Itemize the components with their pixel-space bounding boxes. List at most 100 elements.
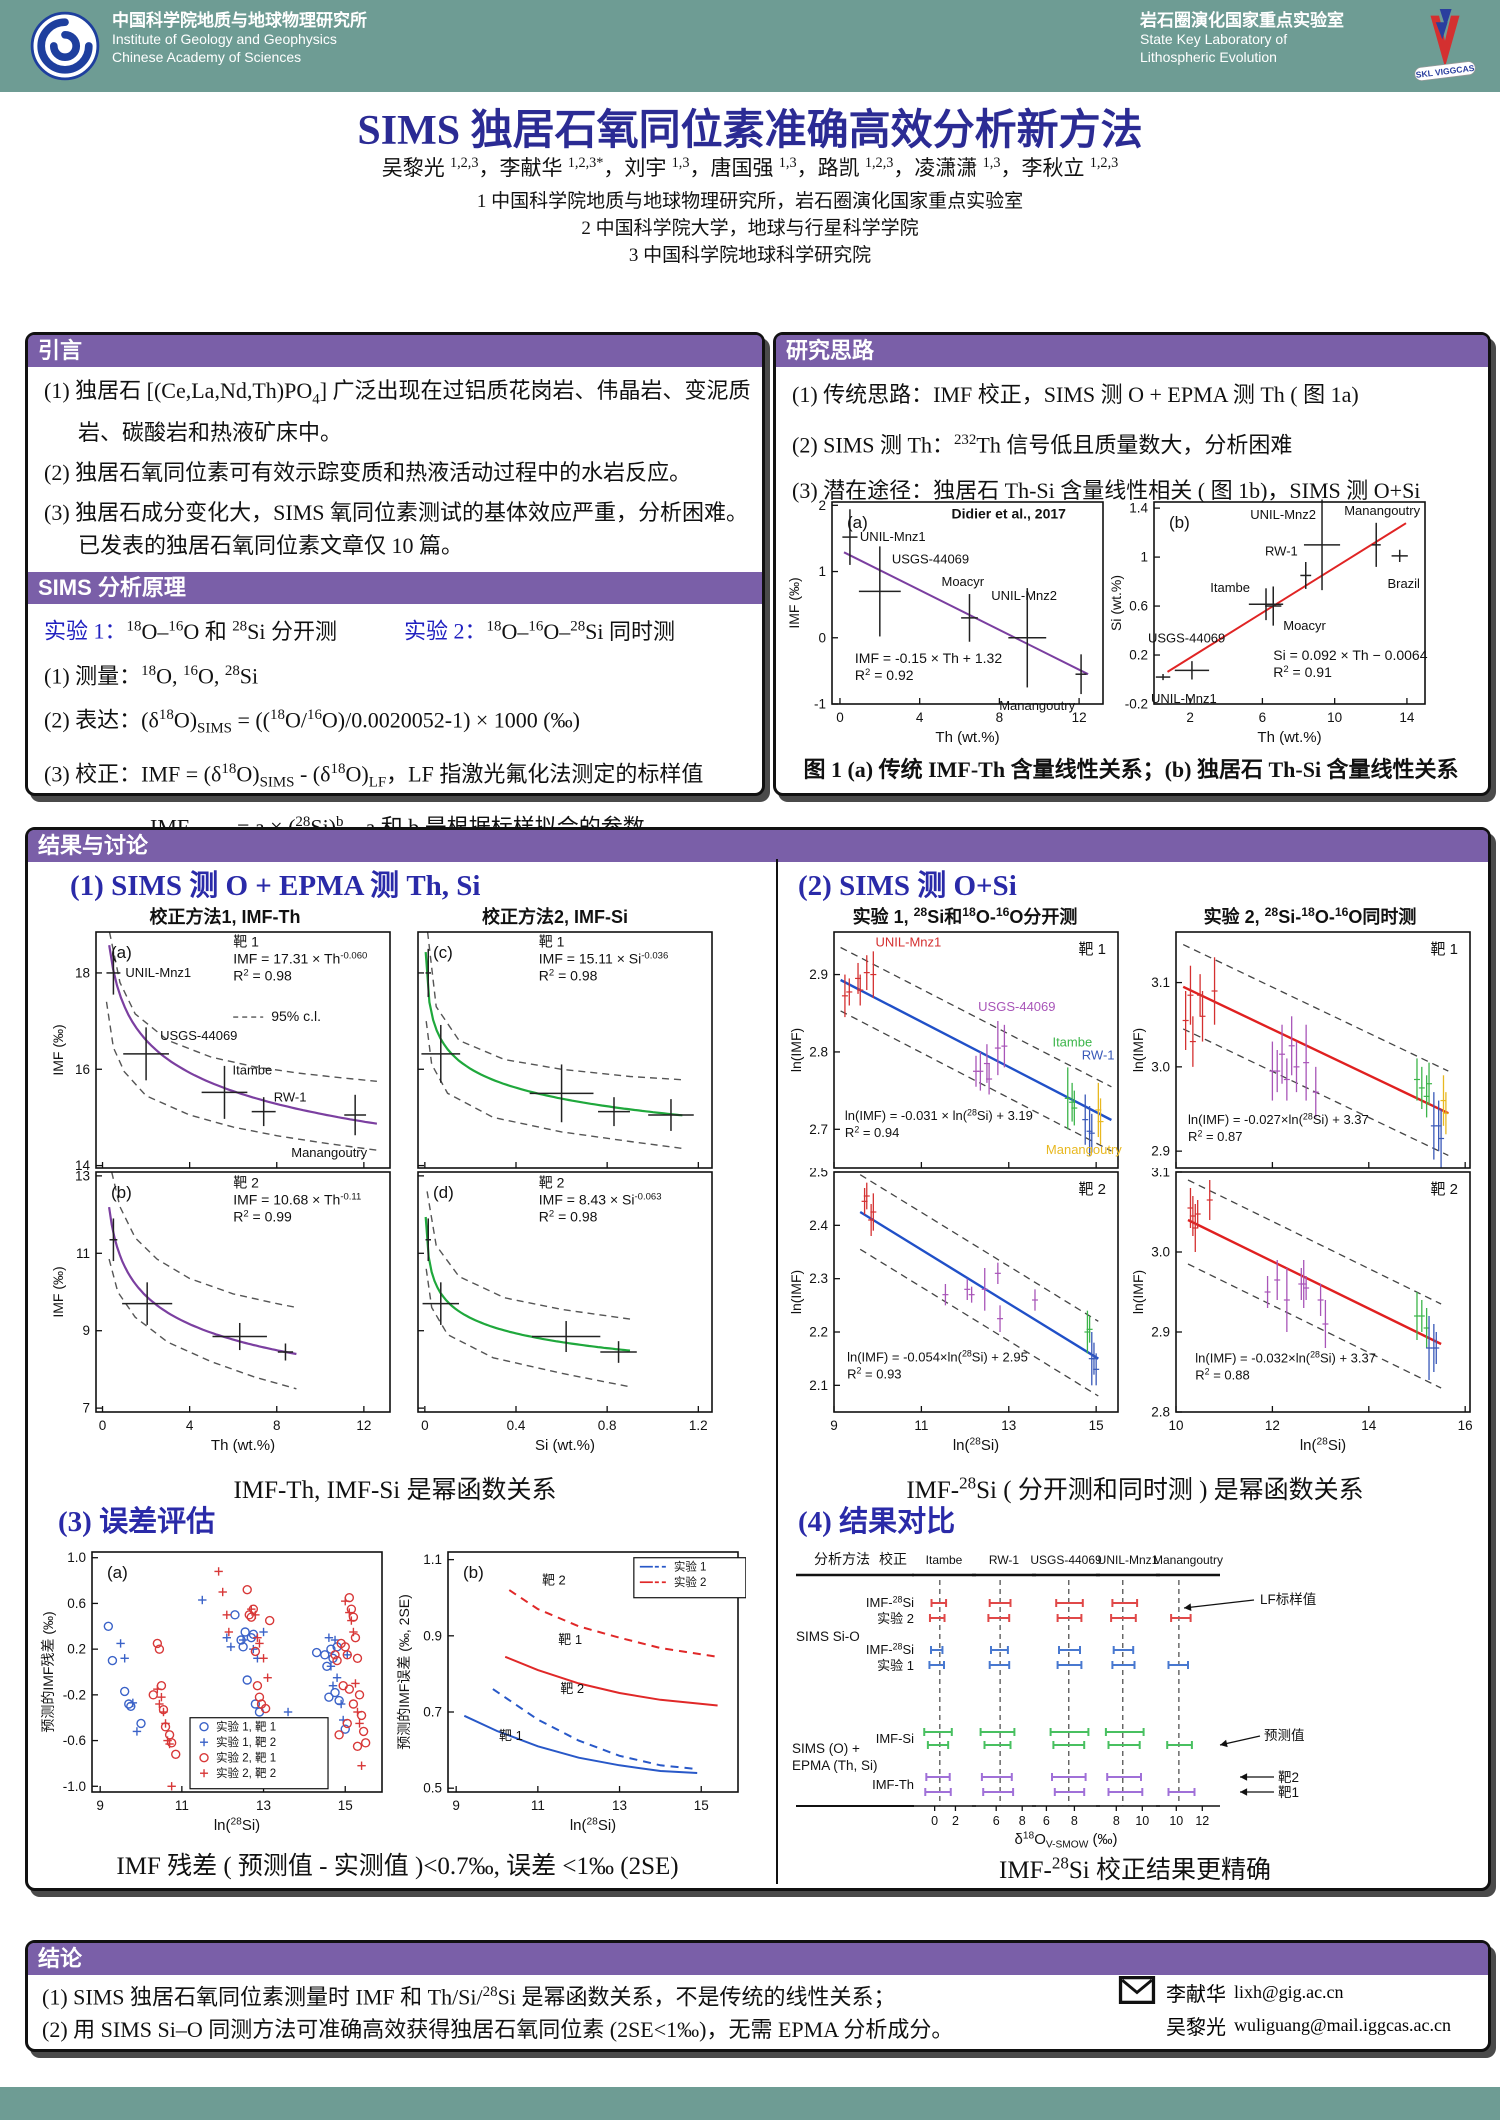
results-box: 结果与讨论 xyxy=(25,827,1491,1891)
svg-text:预测值: 预测值 xyxy=(1264,1728,1305,1743)
svg-text:Moacyr: Moacyr xyxy=(1283,618,1326,633)
svg-text:-1: -1 xyxy=(814,697,826,712)
svg-text:USGS-44069: USGS-44069 xyxy=(160,1028,237,1043)
intro-item: (2) 独居石氧同位素可有效示踪变质和热液活动过程中的水岩反应。 xyxy=(44,460,692,486)
svg-text:-0.2: -0.2 xyxy=(1125,697,1148,712)
svg-text:UNIL-Mnz1: UNIL-Mnz1 xyxy=(125,965,191,980)
chart-r2b-exp2-t1: 2.9 3.0 3.1 ln(IMF) 靶 1 ln(IMF) = -0.027×ln(2… xyxy=(1130,926,1476,1172)
contacts-block: 李献华 lixh@gig.ac.cn 吴黎光 wuliguang@mail.ig… xyxy=(1118,1975,1478,2042)
svg-text:1.4: 1.4 xyxy=(1129,501,1148,516)
svg-text:USGS-44069: USGS-44069 xyxy=(892,551,969,566)
svg-text:ln(28Si): ln(28Si) xyxy=(570,1817,616,1834)
svg-text:2.1: 2.1 xyxy=(809,1378,828,1393)
svg-text:12: 12 xyxy=(1195,1814,1209,1828)
approach-item: (2) SIMS 测 Th：232Th 信号低且质量数大，分析困难 xyxy=(792,432,1293,458)
svg-text:2: 2 xyxy=(818,498,826,513)
svg-text:(c): (c) xyxy=(433,943,453,962)
svg-text:ln(IMF): ln(IMF) xyxy=(1130,1270,1146,1314)
svg-text:δ18OV-SMOW (‰): δ18OV-SMOW (‰) xyxy=(1015,1831,1118,1848)
svg-text:IMF = 17.31 × Th-0.060: IMF = 17.31 × Th-0.060 xyxy=(233,950,367,966)
svg-text:10: 10 xyxy=(1135,1814,1149,1828)
principle-item: (1) 测量：18O, 16O, 28Si xyxy=(44,662,259,689)
svg-text:9: 9 xyxy=(82,1323,90,1338)
svg-text:RW-1: RW-1 xyxy=(1265,543,1298,558)
svg-text:Si (wt.%): Si (wt.%) xyxy=(535,1437,595,1454)
conclusion-item: (2) 用 SIMS Si–O 同测方法可准确高效获得独居石氧同位素 (2SE<… xyxy=(42,2017,954,2043)
panel3-title: (3) 误差评估 xyxy=(58,1506,216,1538)
intro-item: (3) 独居石成分变化大，SIMS 氧同位素测试的基体效应严重，分析困难。已发表… xyxy=(44,500,749,559)
svg-text:IMF (‰): IMF (‰) xyxy=(786,577,802,628)
conclusion-box: 结论 xyxy=(25,1940,1491,2052)
svg-text:8: 8 xyxy=(1113,1814,1120,1828)
svg-text:ln(IMF) = -0.031 × ln(28Si) +: ln(IMF) = -0.031 × ln(28Si) + 3.19 xyxy=(845,1107,1033,1123)
svg-text:Didier et al., 2017: Didier et al., 2017 xyxy=(952,506,1067,522)
svg-text:实验 2: 实验 2 xyxy=(877,1611,914,1626)
svg-text:13: 13 xyxy=(612,1798,627,1813)
svg-text:IMF-Si: IMF-Si xyxy=(876,1731,914,1746)
svg-text:预测的IMF误差 (‰, 2SE): 预测的IMF误差 (‰, 2SE) xyxy=(396,1594,412,1750)
header-right-cn: 岩石圈演化国家重点实验室 xyxy=(1140,11,1344,30)
svg-text:ln(IMF) = -0.027×ln(28Si) + 3.: ln(IMF) = -0.027×ln(28Si) + 3.37 xyxy=(1188,1111,1369,1127)
svg-text:13: 13 xyxy=(1001,1418,1016,1433)
svg-text:靶 1: 靶 1 xyxy=(1430,941,1458,958)
svg-text:靶 1: 靶 1 xyxy=(233,933,259,949)
svg-text:实验 2, 靶 1: 实验 2, 靶 1 xyxy=(216,1751,276,1765)
svg-text:14: 14 xyxy=(1361,1418,1377,1433)
svg-text:Manangoutry: Manangoutry xyxy=(1344,503,1420,518)
svg-text:2.9: 2.9 xyxy=(1151,1144,1170,1159)
svg-text:0: 0 xyxy=(836,710,844,725)
svg-text:0: 0 xyxy=(421,1418,429,1433)
svg-text:USGS-44069: USGS-44069 xyxy=(978,999,1055,1014)
svg-text:10: 10 xyxy=(1168,1418,1183,1433)
svg-text:(a): (a) xyxy=(107,1563,128,1582)
affiliation-3: 3 中国科学院地球科学研究院 xyxy=(628,245,872,266)
svg-text:4: 4 xyxy=(186,1418,194,1433)
email-icon xyxy=(1118,1975,1156,2010)
chart-r2a-exp1-t1: 2.7 2.8 2.9 ln(IMF) 靶 1 UNIL-Mnz1 USGS-44069 It… xyxy=(788,926,1124,1172)
conclusion-heading: 结论 xyxy=(28,1943,1488,1975)
exp2-label: 实验 2： xyxy=(404,618,487,644)
svg-text:2.2: 2.2 xyxy=(809,1325,828,1340)
approach-box: 研究思路 (1) 传统思路：IMF 校正，SIMS 测 O + EPMA 测 T… xyxy=(773,332,1491,796)
svg-text:2.7: 2.7 xyxy=(809,1122,828,1137)
svg-text:靶 2: 靶 2 xyxy=(539,1174,565,1190)
svg-text:16: 16 xyxy=(1458,1418,1473,1433)
svg-text:9: 9 xyxy=(96,1798,104,1813)
experiment-row: 实验 1：18O–16O 和 28Si 分开测 实验 2：18O–16O–28S… xyxy=(44,609,752,648)
svg-text:UNIL-Mnz1: UNIL-Mnz1 xyxy=(876,935,942,950)
poster-title: SIMS 独居石氧同位素准确高效分析新方法 xyxy=(357,108,1143,154)
svg-text:12: 12 xyxy=(356,1418,371,1433)
panel2-col1-header: 实验 1, 28Si和18O-16O分开测 xyxy=(852,905,1078,927)
panel1-caption: IMF-Th, IMF-Si 是幂函数关系 xyxy=(233,1477,557,1504)
exp1-label: 实验 1： xyxy=(44,618,127,644)
svg-text:Manangoutry: Manangoutry xyxy=(291,1145,367,1160)
svg-text:ln(IMF): ln(IMF) xyxy=(788,1028,804,1072)
svg-text:15: 15 xyxy=(1089,1418,1104,1433)
svg-text:(d): (d) xyxy=(433,1183,454,1202)
svg-text:实验 2: 实验 2 xyxy=(674,1575,707,1589)
svg-text:ln(28Si): ln(28Si) xyxy=(1300,1437,1346,1454)
svg-text:(a): (a) xyxy=(847,513,868,532)
header-left-en1: Institute of Geology and Geophysics xyxy=(112,31,337,48)
panel4-caption: IMF-28Si 校正结果更精确 xyxy=(999,1853,1271,1884)
svg-text:靶 2: 靶 2 xyxy=(542,1572,566,1587)
svg-text:ln(IMF): ln(IMF) xyxy=(1130,1028,1146,1072)
svg-text:8: 8 xyxy=(273,1418,281,1433)
principle-item: (2) 表达：(δ18O)SIMS = ((18O/16O)/0.0020052… xyxy=(44,707,580,737)
svg-text:2: 2 xyxy=(1186,710,1194,725)
svg-text:Manangoutry: Manangoutry xyxy=(999,698,1075,713)
svg-text:靶 1: 靶 1 xyxy=(499,1728,523,1743)
svg-text:2.9: 2.9 xyxy=(1151,1325,1170,1340)
svg-text:10: 10 xyxy=(1169,1814,1183,1828)
header-right-en2: Lithospheric Evolution xyxy=(1140,48,1277,65)
svg-text:靶 1: 靶 1 xyxy=(539,933,565,949)
svg-text:R2 = 0.87: R2 = 0.87 xyxy=(1188,1128,1242,1144)
svg-text:2.8: 2.8 xyxy=(809,1044,828,1059)
svg-text:Manangoutry: Manangoutry xyxy=(1046,1142,1122,1157)
intro-item: (1) 独居石 [(Ce,La,Nd,Th)PO4] 广泛出现在过铝质花岗岩、伟… xyxy=(44,378,751,446)
svg-text:IMF (‰): IMF (‰) xyxy=(50,1024,66,1075)
chart-r1d-imf-si-t2: 0 0.4 0.8 1.2 Si (wt.%) (d) 靶 2 IMF = 8.43 × Si… xyxy=(372,1168,718,1458)
svg-text:0.2: 0.2 xyxy=(1129,648,1148,663)
chart-r2c-exp1-t2: 9 11 13 15 2.1 2.2 2.3 2.4 2.5 ln(28Si) ln(IMF) 靶 2… xyxy=(788,1165,1124,1458)
svg-text:2.5: 2.5 xyxy=(809,1168,828,1180)
